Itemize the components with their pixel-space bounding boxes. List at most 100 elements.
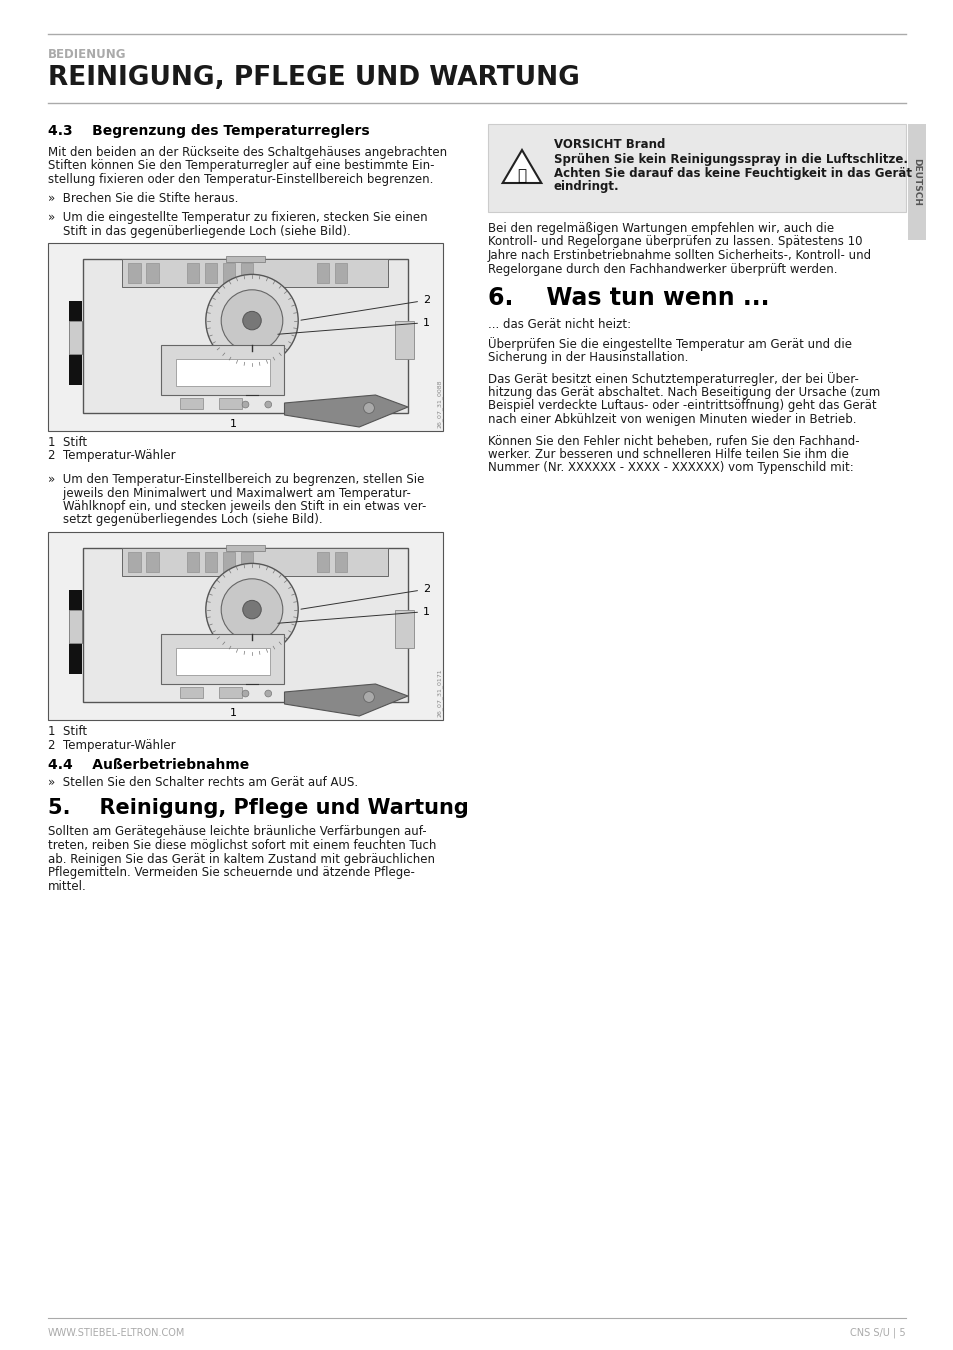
Bar: [240, 552, 253, 571]
FancyBboxPatch shape: [69, 610, 82, 644]
Text: jeweils den Minimalwert und Maximalwert am Temperatur-: jeweils den Minimalwert und Maximalwert …: [48, 486, 411, 500]
Text: CNS S/U | 5: CNS S/U | 5: [849, 1328, 905, 1338]
Circle shape: [242, 601, 261, 618]
Text: 🔥: 🔥: [517, 169, 526, 184]
Text: »  Um die eingestellte Temperatur zu fixieren, stecken Sie einen: » Um die eingestellte Temperatur zu fixi…: [48, 211, 427, 224]
Bar: [335, 552, 347, 571]
Text: 1: 1: [277, 317, 430, 335]
Text: 2  Temperatur-Wähler: 2 Temperatur-Wähler: [48, 738, 175, 752]
Text: Jahre nach Erstinbetriebnahme sollten Sicherheits-, Kontroll- und: Jahre nach Erstinbetriebnahme sollten Si…: [488, 248, 871, 262]
Text: Sollten am Gerätegehäuse leichte bräunliche Verfärbungen auf-: Sollten am Gerätegehäuse leichte bräunli…: [48, 825, 426, 838]
Circle shape: [242, 312, 261, 329]
Text: 6.    Was tun wenn ...: 6. Was tun wenn ...: [488, 286, 769, 310]
Polygon shape: [284, 684, 408, 716]
Circle shape: [363, 402, 374, 413]
Text: 26_07_31_0088: 26_07_31_0088: [436, 379, 442, 428]
Text: VORSICHT Brand: VORSICHT Brand: [554, 138, 664, 151]
Bar: [161, 634, 284, 683]
Text: Kontroll- und Regelorgane überprüfen zu lassen. Spätestens 10: Kontroll- und Regelorgane überprüfen zu …: [488, 235, 862, 248]
Bar: [129, 552, 141, 571]
Text: 2: 2: [300, 585, 430, 609]
Text: 2  Temperatur-Wähler: 2 Temperatur-Wähler: [48, 450, 175, 463]
Circle shape: [242, 401, 249, 408]
Bar: [122, 548, 388, 575]
Bar: [240, 263, 253, 282]
Text: Achten Sie darauf das keine Feuchtigkeit in das Gerät: Achten Sie darauf das keine Feuchtigkeit…: [554, 166, 911, 180]
Text: Sicherung in der Hausinstallation.: Sicherung in der Hausinstallation.: [488, 351, 688, 364]
Text: 1: 1: [230, 707, 237, 718]
Text: Das Gerät besitzt einen Schutztemperaturregler, der bei Über-: Das Gerät besitzt einen Schutztemperatur…: [488, 373, 858, 386]
Bar: [316, 263, 329, 282]
Text: setzt gegenüberliegendes Loch (siehe Bild).: setzt gegenüberliegendes Loch (siehe Bil…: [48, 513, 322, 526]
Text: REINIGUNG, PFLEGE UND WARTUNG: REINIGUNG, PFLEGE UND WARTUNG: [48, 65, 579, 90]
Text: »  Brechen Sie die Stifte heraus.: » Brechen Sie die Stifte heraus.: [48, 193, 238, 205]
Text: ... das Gerät nicht heizt:: ... das Gerät nicht heizt:: [488, 319, 631, 331]
Bar: [226, 545, 265, 551]
Circle shape: [206, 563, 298, 656]
Bar: [219, 687, 242, 698]
Bar: [187, 552, 199, 571]
Bar: [83, 548, 408, 702]
Bar: [395, 320, 414, 359]
Text: Sprühen Sie kein Reinigungsspray in die Luftschlitze.: Sprühen Sie kein Reinigungsspray in die …: [554, 153, 907, 166]
Text: 1: 1: [277, 606, 430, 624]
Bar: [907, 124, 925, 240]
Text: werker. Zur besseren und schnelleren Hilfe teilen Sie ihm die: werker. Zur besseren und schnelleren Hil…: [488, 448, 848, 460]
Bar: [222, 263, 234, 282]
Bar: [222, 552, 234, 571]
Text: Mit den beiden an der Rückseite des Schaltgehäuses angebrachten: Mit den beiden an der Rückseite des Scha…: [48, 146, 447, 159]
Text: 26_07_31_0171: 26_07_31_0171: [436, 668, 442, 717]
Bar: [122, 259, 388, 286]
Text: treten, reiben Sie diese möglichst sofort mit einem feuchten Tuch: treten, reiben Sie diese möglichst sofor…: [48, 838, 436, 852]
Bar: [205, 263, 217, 282]
Bar: [48, 532, 442, 720]
Text: Stiften können Sie den Temperaturregler auf eine bestimmte Ein-: Stiften können Sie den Temperaturregler …: [48, 159, 434, 173]
Bar: [161, 346, 284, 394]
Bar: [48, 243, 442, 431]
Text: Stift in das gegenüberliegende Loch (siehe Bild).: Stift in das gegenüberliegende Loch (sie…: [48, 224, 351, 238]
Bar: [316, 552, 329, 571]
Text: 4.3    Begrenzung des Temperaturreglers: 4.3 Begrenzung des Temperaturreglers: [48, 124, 369, 138]
Bar: [219, 398, 242, 409]
Text: Beispiel verdeckte Luftaus- oder -eintrittsöffnung) geht das Gerät: Beispiel verdeckte Luftaus- oder -eintri…: [488, 400, 876, 413]
Text: Pflegemitteln. Vermeiden Sie scheuernde und ätzende Pflege-: Pflegemitteln. Vermeiden Sie scheuernde …: [48, 865, 415, 879]
Bar: [69, 301, 82, 385]
Circle shape: [221, 579, 282, 640]
Text: Überprüfen Sie die eingestellte Temperatur am Gerät und die: Überprüfen Sie die eingestellte Temperat…: [488, 338, 851, 351]
Text: Wählknopf ein, und stecken jeweils den Stift in ein etwas ver-: Wählknopf ein, und stecken jeweils den S…: [48, 500, 426, 513]
Text: mittel.: mittel.: [48, 879, 87, 892]
Text: Nummer (Nr. XXXXXX - XXXX - XXXXXX) vom Typenschild mit:: Nummer (Nr. XXXXXX - XXXX - XXXXXX) vom …: [488, 462, 853, 474]
Bar: [395, 610, 414, 648]
Circle shape: [265, 690, 272, 697]
Bar: [146, 263, 158, 282]
Text: eindringt.: eindringt.: [554, 180, 619, 193]
Text: 4.4    Außerbetriebnahme: 4.4 Außerbetriebnahme: [48, 757, 249, 772]
Bar: [180, 398, 203, 409]
Text: 1: 1: [230, 418, 237, 429]
Bar: [129, 263, 141, 282]
Text: Bei den regelmäßigen Wartungen empfehlen wir, auch die: Bei den regelmäßigen Wartungen empfehlen…: [488, 221, 833, 235]
Text: Können Sie den Fehler nicht beheben, rufen Sie den Fachhand-: Können Sie den Fehler nicht beheben, ruf…: [488, 435, 859, 447]
Circle shape: [221, 290, 282, 351]
Bar: [205, 552, 217, 571]
Text: »  Stellen Sie den Schalter rechts am Gerät auf AUS.: » Stellen Sie den Schalter rechts am Ger…: [48, 776, 357, 788]
Text: Regelorgane durch den Fachhandwerker überprüft werden.: Regelorgane durch den Fachhandwerker übe…: [488, 262, 837, 275]
Text: BEDIENUNG: BEDIENUNG: [48, 49, 127, 61]
Text: nach einer Abkühlzeit von wenigen Minuten wieder in Betrieb.: nach einer Abkühlzeit von wenigen Minute…: [488, 413, 856, 427]
Text: 1  Stift: 1 Stift: [48, 436, 87, 450]
Bar: [226, 256, 265, 262]
Text: 2: 2: [300, 296, 430, 320]
Bar: [488, 124, 905, 212]
Circle shape: [363, 691, 374, 702]
Bar: [180, 687, 203, 698]
Circle shape: [206, 274, 298, 367]
Text: hitzung das Gerät abschaltet. Nach Beseitigung der Ursache (zum: hitzung das Gerät abschaltet. Nach Besei…: [488, 386, 880, 400]
Polygon shape: [284, 396, 408, 427]
Text: DEUTSCH: DEUTSCH: [911, 158, 921, 207]
Circle shape: [242, 690, 249, 697]
Text: 5.    Reinigung, Pflege und Wartung: 5. Reinigung, Pflege und Wartung: [48, 798, 468, 818]
Bar: [146, 552, 158, 571]
Text: »  Um den Temperatur-Einstellbereich zu begrenzen, stellen Sie: » Um den Temperatur-Einstellbereich zu b…: [48, 472, 424, 486]
Bar: [187, 263, 199, 282]
Circle shape: [265, 401, 272, 408]
